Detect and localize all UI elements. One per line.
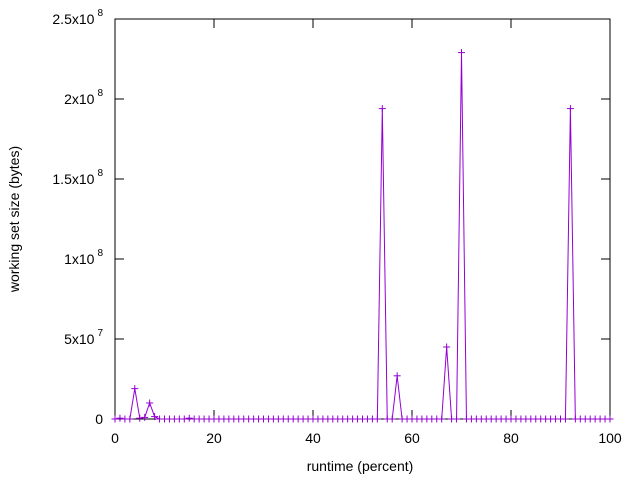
y-tick-label: 1x10 8 [64,248,103,267]
data-point [458,49,465,57]
data-point [393,372,401,380]
y-tick-label: 0 [95,411,103,427]
data-point [388,415,396,423]
data-point [146,399,154,407]
y-tick-label: 1.5x10 8 [52,168,103,187]
y-axis-label: working set size (bytes) [6,146,22,293]
series-group [111,49,614,423]
data-point [116,414,124,422]
data-point [606,415,614,423]
x-tick-label: 20 [206,430,222,446]
data-point [566,105,574,113]
y-tick-mantissa: 2x10 [64,91,95,107]
x-tick-label: 40 [305,430,321,446]
series-line [114,52,610,420]
y-tick-mantissa: 0 [95,411,103,427]
y-tick-label: 2x10 8 [64,88,103,107]
data-point [443,343,451,351]
data-point [136,414,144,422]
y-tick-mantissa: 5x10 [64,331,95,347]
data-point [378,105,386,113]
data-point [438,415,446,423]
x-tick-label: 100 [598,430,622,446]
y-tick-label: 2.5x10 8 [52,8,103,27]
x-tick-label: 80 [503,430,519,446]
data-point [185,414,193,422]
x-tick-label: 60 [404,430,420,446]
y-tick-exponent: 7 [97,328,103,339]
data-point [373,415,381,423]
x-tick-label: 0 [111,430,119,446]
data-point [111,415,119,423]
y-tick-exponent: 8 [97,88,103,99]
y-tick-mantissa: 2.5x10 [52,11,94,27]
y-tick-exponent: 8 [97,248,103,259]
data-point [180,415,188,423]
y-tick-mantissa: 1.5x10 [52,171,94,187]
data-point [126,415,134,423]
y-tick-exponent: 8 [97,168,103,179]
data-point [141,413,149,421]
data-point [151,413,159,421]
data-point [453,415,461,423]
plot-frame [114,18,611,420]
data-point [561,415,569,423]
data-point [131,385,139,393]
y-tick-label: 5x10 7 [64,328,103,347]
y-tick-mantissa: 1x10 [64,251,95,267]
y-tick-exponent: 8 [97,8,103,19]
x-axis-label: runtime (percent) [307,458,414,474]
